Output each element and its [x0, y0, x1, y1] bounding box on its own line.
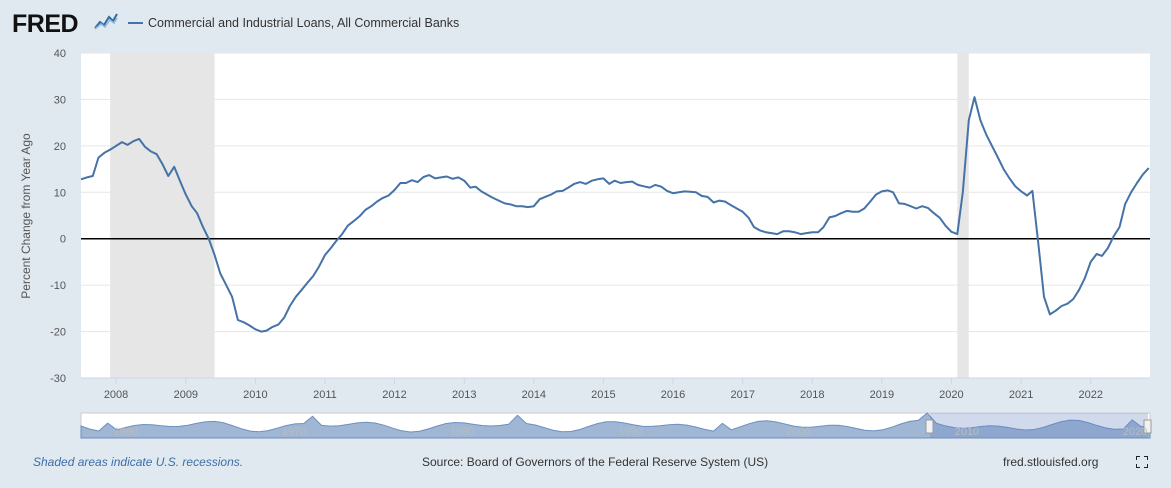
- x-tick-label: 2009: [174, 389, 198, 401]
- x-tick-label: 2021: [1009, 389, 1033, 401]
- plot-area: [81, 53, 1150, 378]
- recession-band: [110, 53, 215, 378]
- y-tick-label: -30: [50, 373, 66, 385]
- navigator-series: [80, 412, 1151, 439]
- x-tick-label: 2020: [939, 389, 963, 401]
- y-tick-label: 10: [54, 187, 66, 199]
- series-line: [80, 96, 1150, 333]
- x-tick-label: 2018: [800, 389, 824, 401]
- y-tick-label: 20: [54, 141, 66, 153]
- navigator-label: 2010: [955, 426, 979, 438]
- y-tick-label: 0: [60, 234, 66, 246]
- navigator-label: 2020: [1123, 426, 1147, 438]
- legend-line-swatch: [128, 21, 143, 24]
- x-tick-label: 2013: [452, 389, 476, 401]
- fred-logo-chart-icon: [94, 12, 118, 30]
- x-tick-label: 2011: [313, 389, 337, 401]
- y-axis-label: Percent Change from Year Ago: [19, 133, 33, 299]
- navigator-track: [80, 412, 1151, 439]
- x-tick-label: 2022: [1078, 389, 1102, 401]
- x-tick-label: 2010: [243, 389, 267, 401]
- x-tick-label: 2008: [104, 389, 128, 401]
- x-tick-label: 2016: [661, 389, 685, 401]
- recession-band: [957, 53, 969, 378]
- y-tick-label: -10: [50, 280, 66, 292]
- navigator-label: 2000: [786, 426, 810, 438]
- x-tick-label: 2017: [730, 389, 754, 401]
- navigator-label: 1970: [282, 426, 306, 438]
- y-tick-label: -20: [50, 327, 66, 339]
- fullscreen-icon[interactable]: [1136, 456, 1148, 468]
- source-note: Source: Board of Governors of the Federa…: [422, 455, 769, 469]
- navigator-right-handle: [1143, 419, 1152, 434]
- x-tick-label: 2019: [870, 389, 894, 401]
- series-name: Commercial and Industrial Loans, All Com…: [148, 16, 460, 30]
- x-tick-label: 2015: [591, 389, 615, 401]
- navigator-left-handle: [925, 419, 934, 434]
- navigator-selection: [930, 413, 1148, 438]
- navigator-label: 1990: [618, 426, 642, 438]
- fred-logo[interactable]: FRED: [12, 10, 79, 38]
- site-link[interactable]: fred.stlouisfed.org: [1003, 455, 1099, 469]
- x-tick-label: 2014: [522, 389, 546, 401]
- navigator-label: 1960: [114, 426, 138, 438]
- x-tick-label: 2012: [382, 389, 406, 401]
- navigator-label: 1980: [450, 426, 474, 438]
- series-legend[interactable]: Commercial and Industrial Loans, All Com…: [128, 16, 459, 30]
- y-tick-label: 40: [54, 48, 66, 60]
- recession-note: Shaded areas indicate U.S. recessions.: [33, 455, 244, 469]
- y-tick-label: 30: [54, 94, 66, 106]
